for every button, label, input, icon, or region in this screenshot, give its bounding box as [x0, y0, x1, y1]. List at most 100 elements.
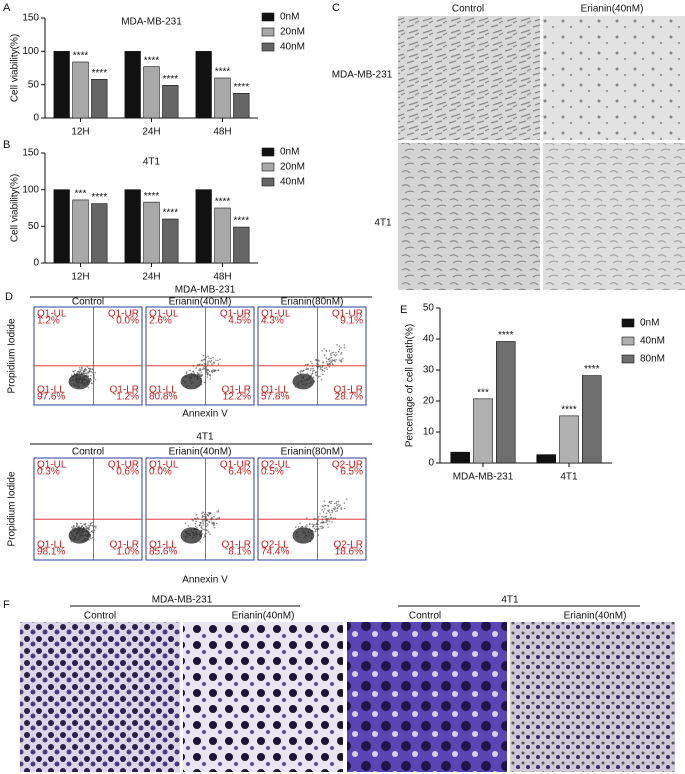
flow-event	[206, 522, 208, 525]
quadrant-name: Q1-LR	[222, 385, 251, 396]
flow-event	[185, 372, 188, 375]
legend-swatch	[261, 12, 275, 22]
flow-event	[317, 534, 320, 537]
flow-event	[200, 375, 203, 377]
y-tick-label: 0	[428, 458, 434, 469]
quadrant-percent: 9.1%	[340, 316, 363, 327]
flow-event	[321, 349, 324, 352]
flow-event	[202, 520, 204, 523]
flow-cluster	[180, 527, 203, 544]
group-title: MDA-MB-231	[175, 285, 236, 296]
flow-event	[203, 528, 206, 531]
flow-event	[340, 508, 343, 510]
flow-event	[200, 521, 202, 524]
bar	[195, 51, 212, 119]
flow-event	[326, 509, 329, 512]
flow-event	[88, 526, 91, 529]
flow-plot	[145, 457, 255, 561]
flow-event	[294, 526, 297, 529]
legend-swatch	[261, 42, 275, 52]
flow-event	[328, 501, 331, 504]
flow-event	[82, 372, 85, 375]
flow-event	[334, 517, 337, 520]
flow-event	[313, 369, 315, 372]
flow-event	[202, 528, 204, 531]
column-label: Control	[409, 611, 441, 622]
flow-event	[332, 351, 335, 354]
flow-event	[325, 512, 328, 515]
flow-event	[332, 359, 335, 362]
flow-event	[92, 372, 94, 374]
flow-event	[91, 529, 94, 532]
x-tick-label: 4T1	[560, 472, 578, 483]
flow-event	[315, 525, 317, 528]
flow-event	[207, 372, 209, 375]
flow-event	[206, 376, 209, 378]
flow-event	[314, 371, 317, 374]
flow-event	[335, 351, 337, 354]
flow-event	[80, 525, 83, 528]
flow-event	[79, 368, 81, 371]
flow-event	[326, 363, 328, 365]
flow-event	[192, 365, 195, 367]
flow-event	[213, 361, 215, 363]
flow-event	[187, 525, 190, 527]
quadrant-percent: 0.0%	[149, 467, 172, 478]
y-tick-label: 10	[423, 427, 435, 438]
bar	[536, 454, 556, 464]
flow-event	[81, 372, 83, 374]
flow-event	[322, 511, 325, 513]
flow-event	[324, 515, 327, 518]
flow-event	[85, 522, 87, 525]
flow-event	[92, 381, 95, 383]
flow-event	[322, 373, 324, 376]
flow-event	[337, 500, 340, 503]
legend-swatch	[261, 162, 275, 172]
flow-cluster	[180, 373, 203, 390]
flow-event	[88, 367, 90, 370]
flow-event	[305, 524, 308, 526]
flow-event	[215, 518, 217, 520]
flow-event	[194, 523, 197, 525]
flow-event	[210, 359, 213, 362]
flow-event	[332, 517, 335, 520]
bar	[496, 341, 516, 464]
quadrant-name: Q1-UL	[261, 309, 291, 320]
significance-label: ****	[234, 216, 250, 227]
flow-event	[316, 521, 319, 524]
flow-event	[331, 511, 334, 514]
flow-event	[328, 360, 331, 363]
flow-event	[319, 368, 322, 371]
group-title: 4T1	[196, 432, 214, 443]
flow-event	[328, 520, 331, 523]
flow-event	[89, 378, 92, 380]
y-axis-label: Cell viability(%)	[10, 34, 21, 102]
flow-event	[325, 517, 328, 520]
flow-event	[315, 374, 317, 376]
flow-event	[211, 516, 213, 519]
chart-title: MDA-MB-231	[121, 17, 182, 28]
flow-event	[205, 367, 207, 370]
flow-event	[323, 500, 326, 503]
flow-event	[85, 372, 87, 374]
legend-swatch	[621, 336, 635, 346]
flow-event	[317, 523, 319, 526]
flow-plot	[257, 306, 367, 406]
flow-event	[207, 360, 209, 363]
bar	[53, 51, 70, 119]
panel-label: E	[400, 304, 407, 316]
flow-event	[309, 523, 311, 526]
flow-event	[208, 357, 210, 360]
flow-event	[90, 524, 92, 527]
flow-event	[201, 519, 204, 521]
flow-event	[207, 355, 209, 358]
flow-event	[321, 508, 323, 511]
y-tick-label: 50	[28, 221, 40, 232]
flow-event	[194, 525, 197, 528]
quadrant-percent: 28.7%	[335, 392, 363, 403]
flow-event	[338, 359, 341, 361]
significance-label: ****	[163, 74, 179, 85]
flow-event	[327, 526, 329, 528]
flow-event	[343, 502, 346, 504]
